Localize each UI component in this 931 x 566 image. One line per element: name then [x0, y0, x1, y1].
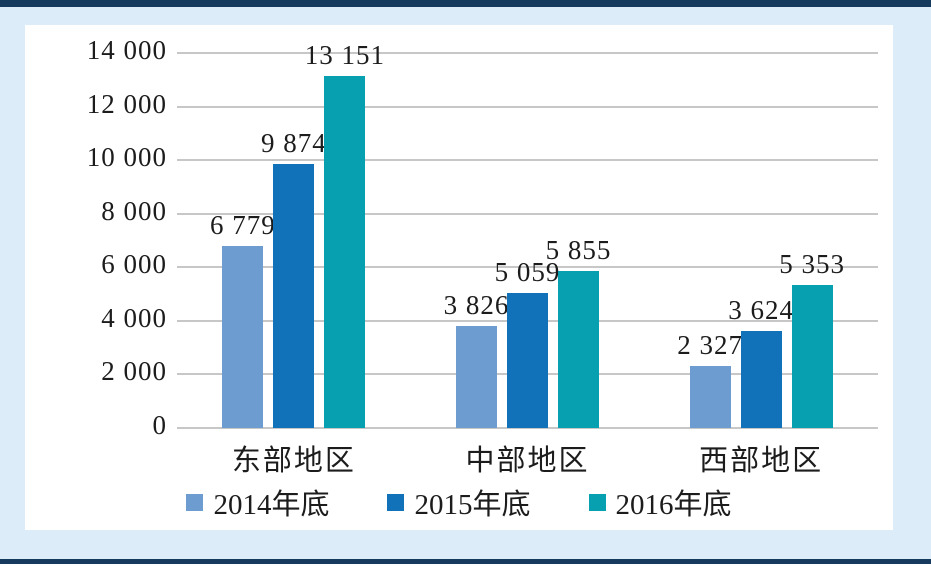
legend: 2014年底 2015年底 2016年底	[25, 481, 893, 523]
bar	[222, 246, 264, 428]
y-tick-label: 0	[152, 410, 167, 441]
bar-cell: 9 874	[261, 53, 326, 428]
category-label: 西部地区	[699, 445, 824, 477]
y-tick-label: 12 000	[86, 88, 167, 119]
bars-row: 6 779 9 874 13 151 3 826 5 059 5 855 2 327 3 62…	[177, 41, 878, 428]
gridline	[177, 427, 878, 429]
legend-item: 2015年底	[387, 481, 531, 523]
plot-area: 6 779 9 874 13 151 3 826 5 059 5 855 2 327 3 62…	[177, 41, 878, 429]
y-tick-label: 8 000	[101, 195, 167, 226]
bottom-edge-strip	[0, 564, 931, 566]
bar	[791, 284, 833, 428]
legend-label: 2016年底	[615, 489, 732, 521]
bar-cell: 5 059	[495, 53, 559, 428]
y-tick-label: 4 000	[101, 302, 167, 333]
y-tick-label: 14 000	[86, 35, 167, 66]
bar-group: 3 826 5 059 5 855	[444, 53, 610, 428]
bottom-border-bar	[0, 559, 931, 564]
legend-swatch	[186, 493, 204, 511]
gridline	[177, 105, 878, 108]
bar-value-label: 13 151	[304, 39, 385, 70]
gridline	[177, 212, 878, 215]
bar-cell: 3 826	[444, 53, 508, 428]
legend-swatch	[387, 493, 405, 511]
bar-value-label: 5 353	[779, 248, 846, 279]
bar-cell: 2 327	[677, 53, 742, 428]
legend-item: 2016年底	[588, 481, 732, 523]
legend-label: 2014年底	[213, 489, 330, 521]
category-label: 东部地区	[231, 445, 356, 477]
bar-value-label: 3 624	[728, 294, 795, 325]
gridline	[177, 266, 878, 269]
bar-value-label: 9 874	[260, 127, 327, 158]
bar	[273, 163, 315, 428]
gridline	[177, 159, 878, 162]
y-tick-label: 6 000	[101, 249, 167, 280]
legend-label: 2015年底	[414, 489, 531, 521]
bar	[689, 365, 731, 428]
bar-value-label: 6 779	[209, 210, 276, 241]
category-labels: 东部地区 中部地区 西部地区	[177, 437, 878, 479]
bar-cell: 6 779	[210, 53, 275, 428]
bar	[557, 271, 599, 428]
y-tick-label: 2 000	[101, 356, 167, 387]
bar-value-label: 3 826	[443, 289, 510, 320]
bar	[455, 325, 497, 428]
bar	[324, 75, 366, 428]
bar-cell: 5 353	[779, 53, 844, 428]
bar-value-label: 5 059	[494, 256, 561, 287]
legend-swatch	[588, 493, 606, 511]
y-tick-label: 10 000	[86, 142, 167, 173]
legend-item: 2014年底	[186, 481, 329, 523]
bar-group: 6 779 9 874 13 151	[210, 41, 384, 428]
bar-cell: 3 624	[728, 53, 793, 428]
category-label: 中部地区	[465, 445, 590, 477]
bar	[740, 330, 782, 428]
top-border-bar	[0, 0, 931, 7]
bar-group: 2 327 3 624 5 353	[677, 53, 844, 428]
y-axis-labels: 0 2 000 4 000 6 000 8 000 10 000 12 000 14 000	[33, 35, 167, 440]
gridline	[177, 52, 878, 54]
bar-value-label: 2 327	[677, 329, 744, 360]
bar	[506, 292, 548, 428]
bar-value-label: 5 855	[545, 235, 612, 266]
bar-cell: 5 855	[546, 53, 610, 428]
bar-cell: 13 151	[305, 41, 384, 428]
